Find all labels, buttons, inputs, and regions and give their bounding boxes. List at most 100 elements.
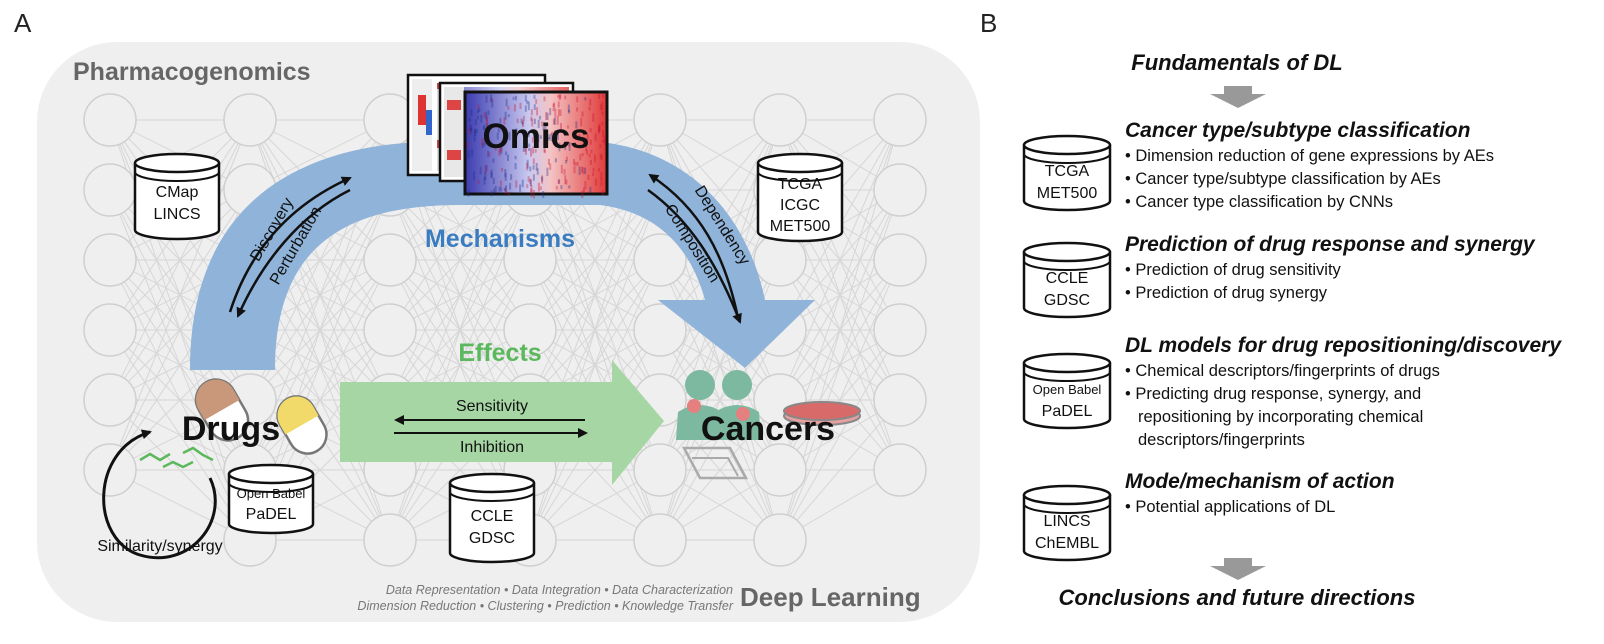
tcga-db-line2: ICGC [780, 197, 820, 214]
mechanisms-label: Mechanisms [425, 225, 575, 253]
network-node [753, 443, 807, 497]
heatmap-cell [492, 158, 495, 163]
heatmap-cell [526, 159, 529, 169]
heatmap-cell [592, 172, 595, 176]
heatmap-cell [499, 180, 502, 187]
network-node [503, 233, 557, 287]
heatmap-cell [558, 94, 561, 101]
molecule-icons [139, 446, 214, 469]
heatmap-cell [492, 177, 495, 185]
heatmap-cell [474, 128, 476, 134]
heatmap-cell [502, 140, 504, 145]
section-bullet: • Chemical descriptors/fingerprints of d… [1125, 362, 1440, 380]
heatmap-cell [501, 141, 504, 145]
heatmap-cell [482, 126, 485, 130]
heatmap-cell [529, 178, 532, 185]
heatmap-cell [581, 111, 584, 117]
heatmap-cell [592, 167, 595, 172]
heatmap-cell [537, 119, 540, 128]
heatmap-cell [490, 169, 493, 177]
heatmap-cell [557, 94, 560, 98]
network-node [83, 373, 137, 427]
heatmap-cell [551, 136, 554, 143]
inhibition-label: Inhibition [460, 439, 524, 456]
down-arrow-top [1210, 86, 1266, 108]
heatmap-cell [481, 138, 484, 146]
network-node [363, 233, 417, 287]
heatmap-cell [564, 175, 567, 185]
section-bullet: repositioning by incorporating chemical [1138, 408, 1423, 426]
heatmap-cell [560, 164, 563, 174]
patients-icon [676, 370, 761, 480]
network-node [633, 513, 687, 567]
heatmap-cell [557, 101, 560, 108]
heatmap-cell [490, 172, 493, 179]
heatmap-cell [487, 110, 490, 116]
heatmap-cell [563, 168, 566, 175]
drugs-database-icon [227, 463, 315, 535]
panel-b-label: B [980, 8, 997, 38]
heatmap-cell [574, 161, 577, 167]
database-icon-top [1022, 484, 1112, 506]
section-title: DL models for drug repositioning/discove… [1125, 334, 1562, 357]
heatmap-cell [468, 127, 471, 135]
database-icon-top [1022, 134, 1112, 156]
heatmap-cell [490, 94, 493, 103]
heatmap-cell [602, 130, 605, 138]
heatmap-cell [515, 180, 518, 188]
heatmap-cell [600, 154, 603, 161]
heatmap-cell [554, 158, 557, 163]
database-label: LINCS [1043, 513, 1090, 530]
heatmap-cell [549, 163, 552, 170]
heatmap-cell [558, 142, 561, 152]
heatmap-cell [527, 131, 530, 138]
network-node [873, 303, 927, 357]
heatmap-cell [579, 154, 582, 161]
heatmap-cell [530, 116, 533, 121]
heatmap-cell [497, 128, 500, 133]
heatmap-cell [534, 134, 537, 140]
heatmap-cell [575, 121, 578, 129]
section-bullet: descriptors/fingerprints [1138, 431, 1305, 449]
heatmap-cell [485, 131, 488, 140]
heatmap-cell [543, 96, 546, 102]
network-node [873, 373, 927, 427]
heatmap-cell [581, 190, 584, 199]
heatmap-cell [573, 159, 575, 165]
heatmap-cell [568, 142, 571, 147]
heatmap-cell [483, 112, 486, 118]
heatmap-cell [496, 132, 499, 140]
heatmap-cell [468, 118, 471, 122]
section-2: DL models for drug repositioning/discove… [1022, 334, 1562, 449]
heatmap-cell [553, 102, 556, 108]
heatmap-cell [560, 123, 562, 131]
section-bullet: • Dimension reduction of gene expression… [1125, 147, 1494, 165]
heatmap-cell [581, 152, 584, 157]
deep-learning-label: Deep Learning [740, 582, 921, 612]
heatmap-cell [526, 162, 529, 171]
heatmap-cell [483, 124, 486, 130]
heatmap-cell [508, 131, 511, 141]
heatmap-cell [583, 187, 585, 193]
database-label: TCGA [1045, 163, 1090, 180]
heatmap-cell [599, 153, 602, 159]
heatmap-cell [528, 147, 531, 151]
heatmap-cell [524, 105, 527, 112]
heatmap-cell [560, 185, 563, 190]
heatmap-cell [515, 95, 517, 101]
network-node [633, 303, 687, 357]
heatmap-cell [483, 176, 486, 185]
heatmap-cell [568, 185, 571, 189]
network-node [363, 513, 417, 567]
section-bullet: • Cancer type classification by CNNs [1125, 193, 1393, 211]
heatmap-cell [573, 166, 576, 174]
heatmap-cell [554, 132, 557, 141]
sensitivity-label: Sensitivity [456, 398, 528, 415]
heatmap-cell [553, 117, 556, 125]
heatmap-cell [589, 159, 592, 165]
network-edge [779, 329, 901, 541]
heatmap-texture [467, 94, 606, 199]
heatmap-cell [479, 166, 482, 175]
heatmap-cell [568, 109, 571, 114]
